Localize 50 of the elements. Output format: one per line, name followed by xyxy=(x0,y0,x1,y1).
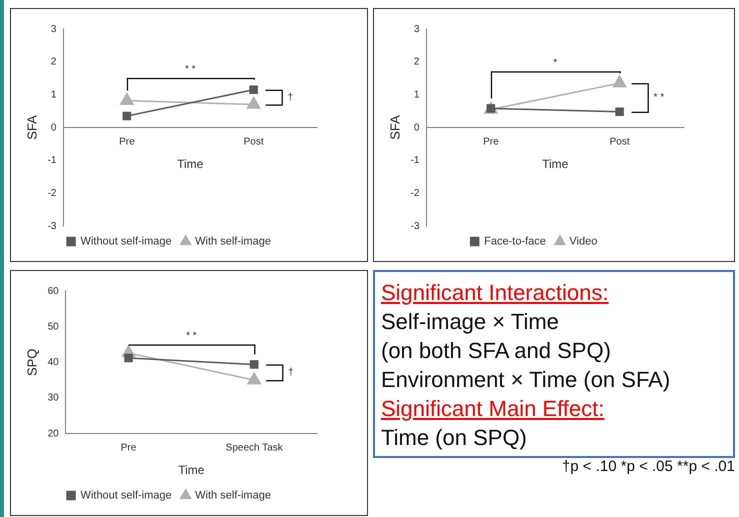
legend-label: With self-image xyxy=(195,490,271,502)
legend-label: Without self-image xyxy=(80,236,172,248)
annotation: * xyxy=(553,57,558,68)
y-tick-label: -2 xyxy=(48,188,57,199)
y-tick-label: 1 xyxy=(414,89,420,100)
y-tick-label: -3 xyxy=(410,220,420,232)
y-tick-label: 0 xyxy=(50,122,57,134)
text: Significant Main Effect: xyxy=(381,395,606,423)
x-tick-label: Post xyxy=(244,136,264,148)
y-tick-label: -3 xyxy=(48,220,57,232)
annotation: * * xyxy=(654,92,664,104)
annotation: * * xyxy=(184,64,196,75)
y-axis-title: SPQ xyxy=(24,348,40,376)
text: (on both SFA and SPQ) xyxy=(381,337,612,365)
x-tick-label: Pre xyxy=(120,442,137,454)
legend-label: Without self-image xyxy=(80,490,172,502)
x-tick-label: Speech Task xyxy=(226,442,284,454)
y-tick-label: 1 xyxy=(50,89,57,100)
y-tick-label: 3 xyxy=(414,24,420,35)
y-tick-label: 20 xyxy=(48,428,60,440)
legend-label: Video xyxy=(569,236,598,248)
x-axis-title: Time xyxy=(177,157,204,172)
y-tick-label: 3 xyxy=(50,24,57,35)
y-tick-label: 2 xyxy=(414,56,420,68)
text: Significant Interactions: xyxy=(381,279,610,307)
y-tick-label: -2 xyxy=(410,188,420,199)
legend-label: Face-to-face xyxy=(484,236,546,248)
x-axis-title: Time xyxy=(178,463,205,478)
y-tick-label: 50 xyxy=(48,321,60,332)
y-tick-label: 30 xyxy=(48,392,60,404)
y-axis-title: SFA xyxy=(387,114,402,140)
text: Self-image × Time xyxy=(381,308,560,336)
y-axis-title: SFA xyxy=(24,114,40,140)
text: †p < .10 *p < .05 **p < .01 xyxy=(560,458,735,475)
annotation: † xyxy=(288,92,294,103)
y-tick-label: -1 xyxy=(48,155,57,166)
y-tick-label: 2 xyxy=(50,56,57,68)
annotation: * * xyxy=(186,330,197,342)
text: Time (on SPQ) xyxy=(381,424,528,452)
x-tick-label: Pre xyxy=(119,136,136,148)
y-tick-label: 0 xyxy=(414,122,420,134)
y-tick-label: -1 xyxy=(410,155,420,166)
x-tick-label: Pre xyxy=(483,136,500,148)
legend-label: With self-image xyxy=(195,236,271,248)
x-tick-label: Post xyxy=(610,136,630,148)
annotation: † xyxy=(288,366,294,378)
x-axis-title: Time xyxy=(542,157,569,172)
y-tick-label: 60 xyxy=(48,286,60,297)
text: Environment × Time (on SFA) xyxy=(381,366,672,394)
y-tick-label: 40 xyxy=(48,357,60,368)
